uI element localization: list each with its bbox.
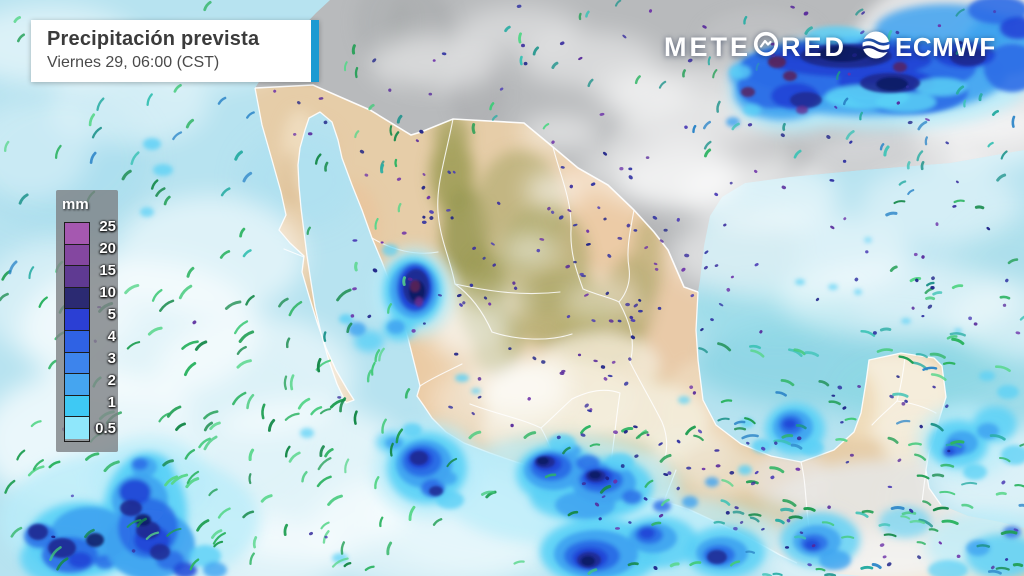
legend-value-label: 15 — [99, 262, 116, 279]
legend-swatch — [65, 330, 89, 353]
ecmwf-label: ECMWF — [895, 32, 996, 62]
meteored-text-suffix: RED — [781, 32, 848, 62]
forecast-title: Precipitación prevista — [47, 28, 260, 50]
meteored-text-prefix: METE — [664, 32, 752, 62]
legend-swatch — [65, 417, 89, 439]
legend-swatch — [65, 374, 89, 396]
legend-value-label: 5 — [107, 306, 116, 323]
forecast-datetime: Viernes 29, 06:00 (CST) — [47, 54, 220, 71]
legend-value-label: 1 — [107, 394, 116, 411]
legend-swatch — [65, 287, 89, 310]
ecmwf-logo: ECMWF — [861, 30, 996, 65]
legend-swatch — [65, 352, 89, 375]
legend-value-label: 0.5 — [95, 420, 116, 437]
legend-value-label: 25 — [99, 218, 116, 235]
legend-value-label: 3 — [107, 350, 116, 367]
precipitation-legend: mm 25 20 15 10 5 4 3 2 1 0.5 — [56, 190, 118, 452]
legend-swatch — [65, 309, 89, 331]
precip-core-layer — [28, 44, 986, 568]
ecmwf-globe-icon — [861, 30, 891, 65]
brand-bar: METE RED — [664, 30, 996, 65]
legend-value-label: 10 — [99, 284, 116, 301]
legend-swatch — [65, 266, 89, 288]
legend-unit-label: mm — [62, 196, 89, 213]
legend-value-label: 20 — [99, 240, 116, 257]
legend-swatch — [65, 223, 89, 245]
legend-swatch — [65, 395, 89, 418]
meteored-logo: METE RED — [664, 31, 847, 64]
forecast-info-panel: Precipitación prevista Viernes 29, 06:00… — [31, 20, 319, 82]
legend-swatch — [65, 244, 89, 267]
legend-value-label: 2 — [107, 372, 116, 389]
legend-value-label: 4 — [107, 328, 116, 345]
legend-color-bar — [64, 222, 90, 442]
meteored-o-icon — [753, 31, 779, 64]
